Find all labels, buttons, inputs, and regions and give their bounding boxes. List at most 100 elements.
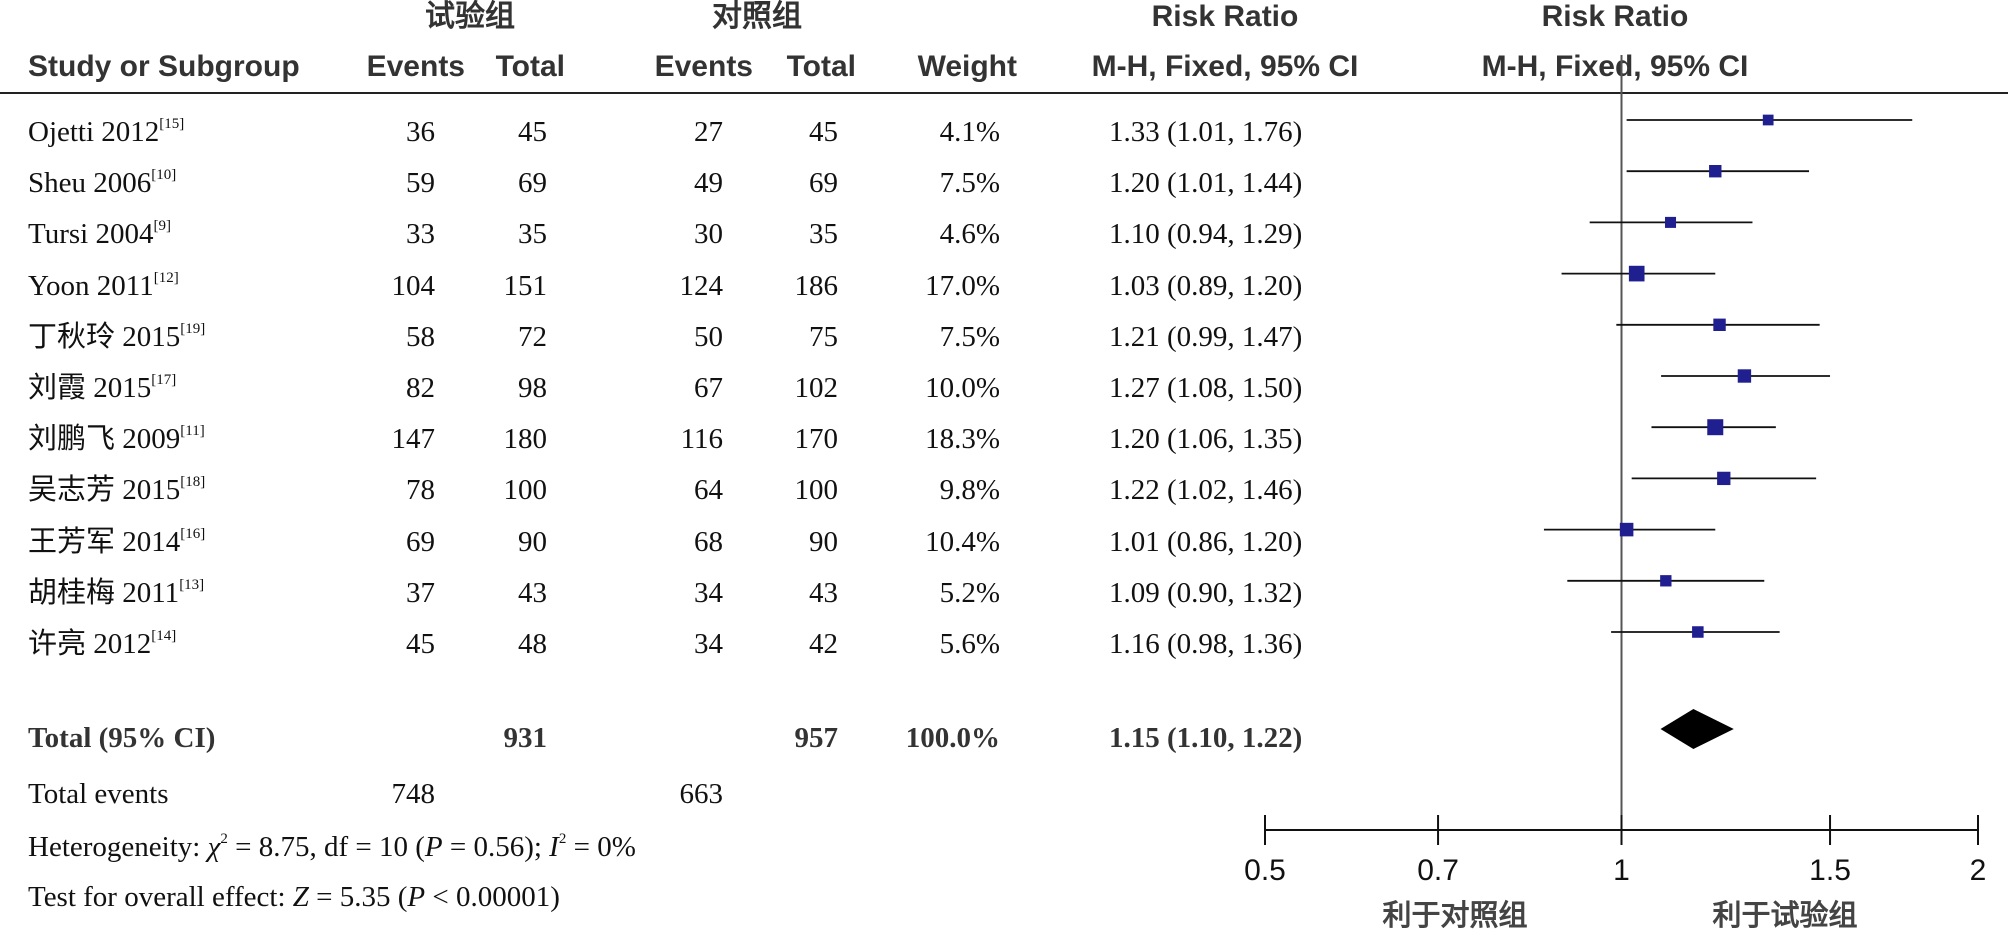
i-symbol: I <box>549 831 559 863</box>
ci-value: 1.03 (0.89, 1.20) <box>1109 269 1303 302</box>
events1-value: 37 <box>406 576 435 609</box>
total-events1: 748 <box>391 778 436 810</box>
table-row: 刘霞 2015[17] 82 98 67 102 10.0% 1.27 (1.08, 1.5… <box>0 371 1400 411</box>
study-reference: [18] <box>180 474 206 491</box>
study-effect-square <box>1717 471 1731 486</box>
study-name-text: 刘霞 2015 <box>28 372 152 404</box>
study-name: 王芳军 2014[16] <box>28 525 328 564</box>
study-reference: [10] <box>151 167 177 184</box>
events1-value: 59 <box>406 167 435 200</box>
events2-value: 50 <box>694 320 723 353</box>
total-label: Total (95% CI) <box>28 722 216 754</box>
study-effect-square <box>1713 318 1726 332</box>
total-weight: 100.0% <box>905 722 1000 754</box>
ci-value: 1.22 (1.02, 1.46) <box>1109 474 1303 507</box>
total-events-label: Total events <box>28 778 169 810</box>
ci-value: 1.01 (0.86, 1.20) <box>1109 525 1303 558</box>
events2-value: 34 <box>694 576 723 609</box>
favours-right-label: 利于试验组 <box>1712 898 1858 932</box>
total2-value: 43 <box>809 576 838 609</box>
p-symbol: P <box>424 831 443 863</box>
study-name: 许亮 2012[14] <box>28 627 328 666</box>
ci-value: 1.20 (1.01, 1.44) <box>1109 167 1303 200</box>
total-ci: 1.15 (1.10, 1.22) <box>1109 722 1303 754</box>
weight-value: 4.1% <box>939 116 1000 148</box>
study-effect-square <box>1762 114 1774 126</box>
study-reference: [19] <box>180 320 206 337</box>
study-effect-square <box>1619 522 1634 537</box>
ci-value: 1.20 (1.06, 1.35) <box>1109 423 1303 456</box>
total2-value: 186 <box>794 269 839 302</box>
chi-symbol: χ <box>207 831 221 863</box>
study-name: 吴志芳 2015[18] <box>28 473 328 512</box>
table-row: Ojetti 2012[15] 36 45 27 45 4.1% 1.33 (1.01, 1… <box>0 115 1400 155</box>
weight-header: Weight <box>917 50 1017 83</box>
study-reference: [11] <box>180 423 205 440</box>
favours-left-label: 利于对照组 <box>1382 898 1528 932</box>
study-column-header: Study or Subgroup <box>28 50 300 83</box>
events2-header: Events <box>654 50 753 83</box>
table-row: Yoon 2011[12] 104 151 124 186 17.0% 1.03 (0.89… <box>0 269 1400 309</box>
events1-value: 82 <box>406 372 435 404</box>
study-reference: [12] <box>153 269 179 286</box>
study-effect-square <box>1707 419 1724 436</box>
weight-value: 10.4% <box>925 525 1000 558</box>
heterogeneity-prefix: Heterogeneity: <box>28 831 208 863</box>
z-value: = 5.35 ( <box>308 881 408 913</box>
study-reference: [9] <box>153 218 171 235</box>
weight-value: 17.0% <box>925 269 1000 302</box>
events2-value: 116 <box>680 423 723 456</box>
p-value: = 0.56); <box>442 831 550 863</box>
events2-value: 34 <box>694 628 723 660</box>
weight-value: 5.6% <box>939 628 1000 660</box>
overall-effect-prefix: Test for overall effect: <box>28 881 293 913</box>
events2-value: 27 <box>694 116 723 148</box>
plot-title-header: Risk Ratio <box>1541 0 1689 33</box>
study-name: Yoon 2011[12] <box>28 269 328 308</box>
weight-value: 18.3% <box>925 423 1000 456</box>
study-name: 刘鹏飞 2009[11] <box>28 422 328 461</box>
events1-value: 45 <box>406 628 435 660</box>
table-row: 许亮 2012[14] 45 48 34 42 5.6% 1.16 (0.98, 1.36) <box>0 627 1400 667</box>
study-name-text: 王芳军 2014 <box>28 525 181 558</box>
total-events2: 663 <box>679 778 724 810</box>
table-row: 刘鹏飞 2009[11] 147 180 116 170 18.3% 1.20 (1.06,… <box>0 422 1400 462</box>
study-effect-square <box>1628 265 1645 282</box>
total1-value: 180 <box>503 423 548 456</box>
rr-method-header: M-H, Fixed, 95% CI <box>1091 50 1359 83</box>
study-name-text: 刘鹏飞 2009 <box>28 423 181 456</box>
z-symbol: Z <box>292 881 309 913</box>
total1-value: 35 <box>518 218 547 251</box>
events2-value: 49 <box>694 167 723 200</box>
study-effect-square <box>1665 216 1677 228</box>
study-reference: [17] <box>151 372 177 388</box>
events1-header: Events <box>366 50 465 83</box>
total2-header: Total <box>786 50 856 83</box>
plot-method-header: M-H, Fixed, 95% CI <box>1481 50 1749 83</box>
total1-value: 98 <box>518 372 547 404</box>
events1-value: 104 <box>391 269 436 302</box>
ci-value: 1.21 (0.99, 1.47) <box>1109 320 1303 353</box>
overall-effect-text: Test for overall effect: Z = 5.35 (P < 0… <box>28 880 560 914</box>
overall-p-symbol: P <box>407 881 426 913</box>
table-row: 吴志芳 2015[18] 78 100 64 100 9.8% 1.22 (1.02, 1.… <box>0 473 1400 513</box>
study-name: 刘霞 2015[17] <box>28 371 328 410</box>
total1-value: 48 <box>518 628 547 660</box>
x-axis-tick-label: 0.5 <box>1244 854 1286 887</box>
total1-value: 151 <box>503 269 548 302</box>
weight-value: 10.0% <box>925 372 1000 404</box>
table-row: 王芳军 2014[16] 69 90 68 90 10.4% 1.01 (0.86, 1.2… <box>0 525 1400 565</box>
total2-value: 102 <box>794 372 839 404</box>
study-name-text: 吴志芳 2015 <box>28 474 181 507</box>
study-name-text: 胡桂梅 2011 <box>28 576 180 609</box>
weight-value: 4.6% <box>939 218 1000 251</box>
weight-value: 5.2% <box>939 576 1000 609</box>
events1-value: 78 <box>406 474 435 507</box>
table-row: 胡桂梅 2011[13] 37 43 34 43 5.2% 1.09 (0.90, 1.32… <box>0 576 1400 616</box>
total2-value: 35 <box>809 218 838 251</box>
x-axis-tick-label: 2 <box>1970 854 1987 887</box>
table-row: Tursi 2004[9] 33 35 30 35 4.6% 1.10 (0.94, 1.2… <box>0 217 1400 257</box>
events1-value: 69 <box>406 525 435 558</box>
heterogeneity-text: Heterogeneity: χ2 = 8.75, df = 10 (P = 0… <box>28 831 636 863</box>
